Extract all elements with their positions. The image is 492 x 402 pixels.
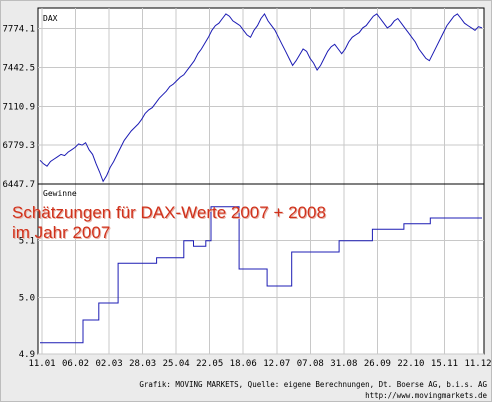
tick-layer: 6447.7 6779.3 7110.9 7442.5 7774.1 11.01 06.02… — [2, 25, 491, 369]
x-tick-label: 07.08 — [297, 359, 324, 369]
dax-series-line — [39, 12, 483, 183]
x-tick-label: 22.05 — [196, 359, 223, 369]
overlay-title: Schätzungen für DAX-Werte 2007 + 2008 im… — [12, 203, 326, 242]
gewinne-panel-label: Gewinne — [43, 189, 77, 198]
x-tick-label: 11.12 — [464, 359, 491, 369]
x-tick-label: 18.06 — [230, 359, 257, 369]
x-tick-label: 22.10 — [397, 359, 424, 369]
x-tick-label: 02.03 — [96, 359, 123, 369]
x-tick-label: 06.02 — [62, 359, 89, 369]
series-layer — [39, 12, 483, 344]
x-tick-label: 15.11 — [431, 359, 458, 369]
gewinne-y-tick-label: 5.0 — [19, 293, 35, 303]
x-tick-label: 25.04 — [163, 359, 190, 369]
x-tick-label: 28.03 — [129, 359, 156, 369]
plot-area — [37, 7, 485, 355]
dax-y-tick-label: 7110.9 — [2, 102, 35, 112]
footer-source: Grafik: MOVING MARKETS, Quelle: eigene B… — [139, 380, 487, 389]
gewinne-series-line — [40, 206, 482, 344]
footer-url: http://www.movingmarkets.de — [365, 391, 487, 400]
dax-y-tick-label: 7774.1 — [2, 25, 35, 35]
x-tick-label: 26.09 — [364, 359, 391, 369]
x-tick-label: 11.01 — [28, 359, 55, 369]
dax-y-tick-label: 6447.7 — [2, 180, 35, 190]
dax-y-tick-label: 6779.3 — [2, 141, 35, 151]
dax-panel-label: DAX — [43, 14, 58, 23]
gewinne-y-tick-label: 4.9 — [19, 350, 35, 360]
x-tick-label: 31.08 — [330, 359, 357, 369]
dax-y-tick-label: 7442.5 — [2, 63, 35, 73]
x-tick-label: 12.07 — [263, 359, 290, 369]
gewinne-y-tick-label: 5.1 — [19, 237, 35, 247]
